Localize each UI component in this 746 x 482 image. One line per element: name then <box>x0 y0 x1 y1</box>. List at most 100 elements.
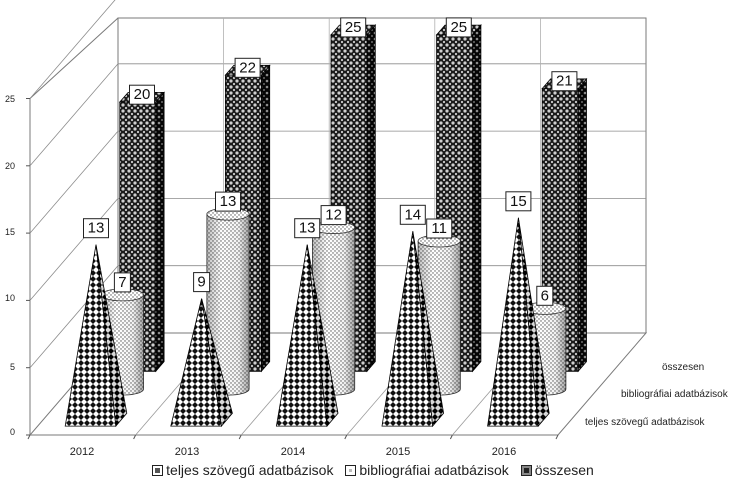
legend-swatch-box <box>520 465 532 476</box>
data-label-box <box>113 272 131 293</box>
data-label-text: 13 <box>88 220 105 237</box>
x-tick <box>555 434 559 440</box>
data-label: 22 <box>234 57 261 78</box>
data-label-box <box>294 218 321 239</box>
cylinder-shade <box>206 214 250 396</box>
pyramid-front <box>275 244 328 427</box>
legend-item: összesen <box>520 462 594 478</box>
y-tick-label: 0 <box>10 427 15 437</box>
data-label-text: 13 <box>220 193 237 210</box>
x-tick <box>344 434 348 440</box>
legend-item: teljes szövegű adatbázisok <box>152 462 333 478</box>
legend-item: bibliográfiai adatbázisok <box>345 462 509 478</box>
data-label-box <box>83 218 109 239</box>
data-label-text: 11 <box>431 220 447 237</box>
y-tick-label: 5 <box>10 362 15 372</box>
pyramid-front <box>381 231 434 427</box>
data-label-text: 7 <box>118 274 126 291</box>
data-label: 13 <box>294 218 321 239</box>
gridline <box>29 0 116 99</box>
data-label-text: 15 <box>510 193 527 210</box>
bar-pyramid <box>381 231 445 428</box>
legend-swatch-pyramid <box>152 465 164 476</box>
x-tick-label: 2015 <box>386 446 410 458</box>
data-label-box <box>551 71 578 92</box>
data-label: 6 <box>536 285 554 306</box>
bar-side <box>366 24 376 373</box>
data-label-box <box>234 57 261 78</box>
x-tick <box>133 434 137 440</box>
data-label-box <box>320 205 347 226</box>
data-label-text: 12 <box>325 207 342 224</box>
bar-side <box>577 77 587 373</box>
y-tick-label: 25 <box>5 94 15 104</box>
data-label: 13 <box>215 191 241 212</box>
data-label-text: 13 <box>299 220 316 237</box>
bar-pyramid <box>64 244 128 428</box>
bar-pyramid <box>170 298 233 428</box>
bar-side <box>472 24 482 373</box>
data-label-text: 22 <box>239 59 256 76</box>
y-axis: 0 5 10 15 20 25 <box>5 94 15 437</box>
data-label: 13 <box>83 218 109 239</box>
x-tick-label: 2013 <box>175 446 199 458</box>
data-label: 20 <box>129 84 155 105</box>
data-label: 14 <box>399 204 426 225</box>
depth-label: teljes szövegű adatbázisok <box>585 417 706 428</box>
data-label-text: 25 <box>345 19 362 36</box>
data-label-box <box>215 191 241 212</box>
depth-label: összesen <box>662 362 704 373</box>
y-tick-label: 15 <box>5 227 15 237</box>
legend-label: összesen <box>534 462 594 478</box>
x-tick-label: 2012 <box>70 446 94 458</box>
data-label-text: 14 <box>404 206 421 223</box>
data-label-box <box>445 17 472 38</box>
bar-side <box>155 91 165 373</box>
pyramid-front <box>170 298 222 427</box>
data-label-box <box>129 84 155 105</box>
data-label-box <box>505 191 532 212</box>
pyramid-front <box>487 217 539 427</box>
data-label-text: 20 <box>134 86 151 103</box>
data-label-text: 6 <box>541 287 549 304</box>
data-label-box <box>399 204 426 225</box>
pyramid-front <box>64 244 117 427</box>
x-tick-label: 2016 <box>492 446 516 458</box>
data-label-text: 9 <box>197 274 205 291</box>
depth-axis: összesen bibliográfiai adatbázisok telje… <box>585 362 729 428</box>
bar-pyramid <box>275 244 339 428</box>
bar-cylinder <box>206 207 250 396</box>
x-tick-label: 2014 <box>281 446 305 458</box>
data-label: 25 <box>340 17 367 38</box>
data-label-box <box>340 17 367 38</box>
data-label-box <box>193 272 211 293</box>
x-axis: 2012 2013 2014 2015 2016 <box>70 446 516 458</box>
data-label: 21 <box>551 71 578 92</box>
data-label-text: 25 <box>450 19 467 36</box>
data-label: 25 <box>445 17 472 38</box>
data-label: 7 <box>113 272 131 293</box>
data-label: 12 <box>320 205 347 226</box>
y-tick-label: 20 <box>5 161 15 171</box>
legend-label: teljes szövegű adatbázisok <box>166 462 334 478</box>
legend: teljes szövegű adatbázisok bibliográfiai… <box>0 462 746 478</box>
bar-side <box>260 64 271 373</box>
data-label-text: 21 <box>556 73 573 90</box>
back-wall <box>117 17 647 333</box>
x-tick <box>449 434 453 440</box>
data-label-box <box>426 218 453 239</box>
legend-label: bibliográfiai adatbázisok <box>359 462 509 478</box>
x-tick <box>27 434 31 440</box>
data-labels: 20 22 25 25 21 7 13 12 11 6 13 9 13 14 15 <box>83 17 578 306</box>
legend-swatch-cylinder <box>345 465 357 476</box>
chart-bars <box>64 24 588 428</box>
y-tick-label: 10 <box>5 293 15 303</box>
data-label: 9 <box>193 272 211 293</box>
data-label: 15 <box>505 191 532 212</box>
data-label-box <box>536 285 554 306</box>
bar-pyramid <box>487 217 550 428</box>
x-tick <box>238 434 242 440</box>
data-label: 11 <box>426 218 453 239</box>
depth-label: bibliográfiai adatbázisok <box>621 389 729 400</box>
